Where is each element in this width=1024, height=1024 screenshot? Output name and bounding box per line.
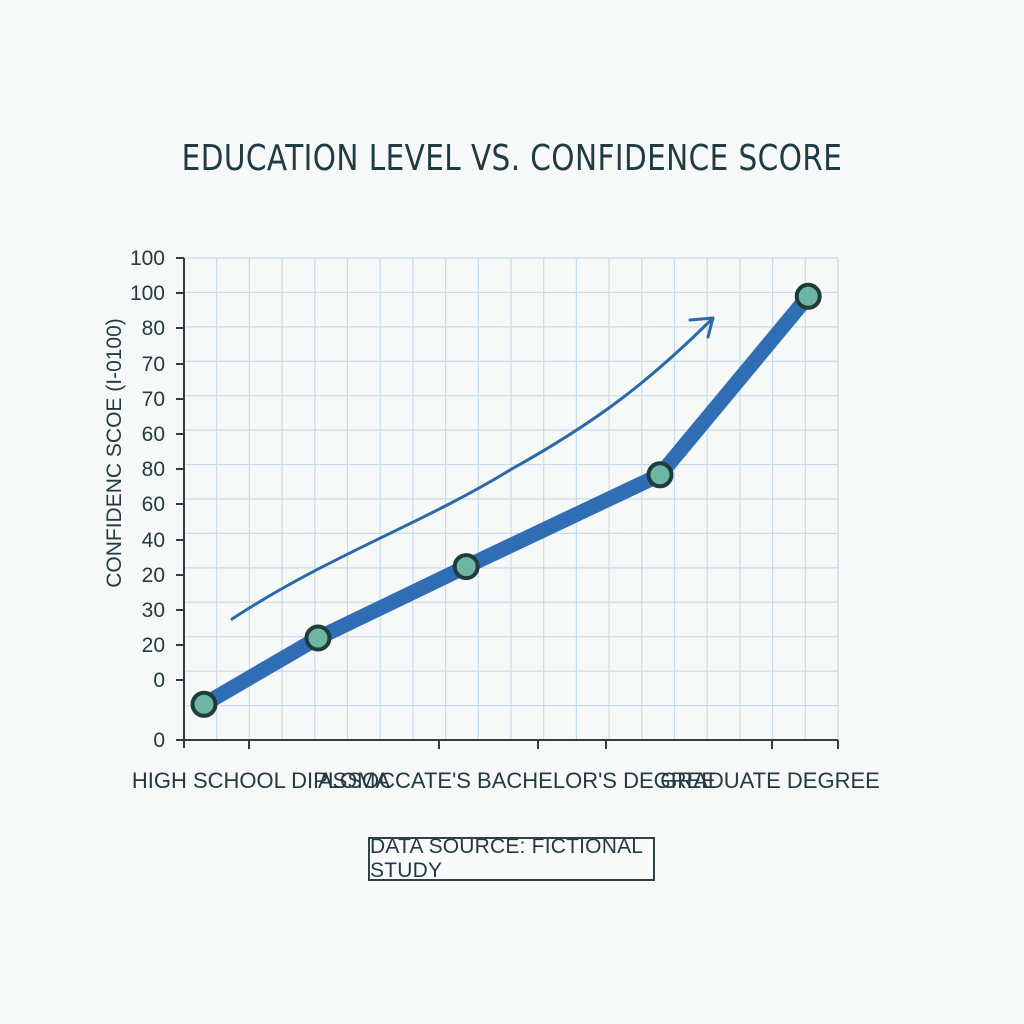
- y-tick-label: 100: [130, 282, 165, 305]
- y-tick-label: 30: [142, 599, 165, 622]
- y-tick-labels: 100 100 80 70 70 60 80 60 40 20 30 20 0 0: [130, 247, 165, 752]
- data-point: [304, 624, 332, 652]
- chart-title: EDUCATION LEVEL VS. CONFIDENCE SCORE: [181, 138, 843, 179]
- y-tick-label: 60: [142, 493, 165, 516]
- x-tick-label: HIGH SCHOOL DIPLOMA: [132, 768, 391, 793]
- data-point: [646, 461, 674, 489]
- trend-arrow: [230, 316, 715, 621]
- chart-grid: [183, 257, 839, 741]
- y-tick-label: 100: [130, 247, 165, 270]
- x-tick-label: GRADUATE DEGREE: [660, 768, 880, 793]
- trend-arrow-shaft: [230, 319, 712, 621]
- y-tick-label: 60: [142, 423, 165, 446]
- y-tick-label: 0: [153, 669, 165, 692]
- y-tick-label: 20: [142, 634, 165, 657]
- y-tick-label: 80: [142, 317, 165, 340]
- chart-axes: [176, 257, 839, 749]
- data-source-note: DATA SOURCE: FICTIONAL STUDY: [368, 835, 655, 882]
- data-point: [452, 553, 480, 581]
- data-point: [190, 690, 218, 718]
- data-point: [794, 282, 822, 310]
- chart-series: [190, 282, 822, 718]
- y-tick-label: 40: [142, 529, 165, 552]
- y-tick-label: 80: [142, 458, 165, 481]
- y-tick-label: 0: [153, 729, 165, 752]
- y-tick-label: 20: [142, 564, 165, 587]
- y-axis-title: CONFIDENC SCOE (I-0100): [103, 318, 126, 588]
- series-line: [196, 288, 816, 712]
- y-tick-label: 70: [142, 353, 165, 376]
- trend-arrow-head: [688, 316, 715, 339]
- y-tick-label: 70: [142, 388, 165, 411]
- data-source-text: DATA SOURCE: FICTIONAL STUDY: [370, 835, 643, 882]
- x-tick-label: ASSOCCATE'S BACHELOR'S DEGREE: [318, 768, 716, 793]
